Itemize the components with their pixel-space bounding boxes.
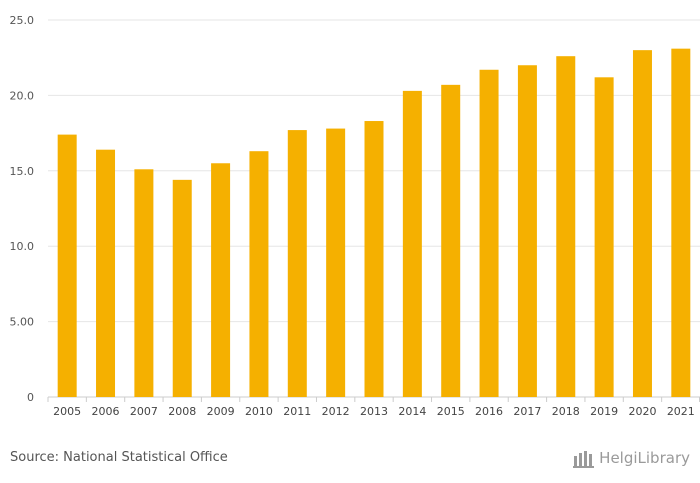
x-tick-label: 2008 — [168, 405, 196, 418]
y-tick-label: 20.0 — [10, 89, 35, 102]
x-tick-label: 2005 — [53, 405, 81, 418]
chart-area: 0 5.00 10.0 15.0 20.0 25.0 2005 2006 2007 2008 200… — [10, 14, 700, 418]
y-tick-label: 25.0 — [10, 14, 35, 27]
bar-2015[interactable] — [441, 84, 461, 398]
x-tick-label: 2013 — [360, 405, 388, 418]
bar-2017[interactable] — [517, 65, 537, 398]
logo-text: HelgiLibrary — [599, 449, 690, 467]
library-building-icon — [573, 451, 595, 468]
x-tick-label: 2014 — [398, 405, 426, 418]
x-tick-label: 2021 — [667, 405, 695, 418]
bar-2012[interactable] — [326, 128, 346, 398]
bar-2008[interactable] — [172, 179, 192, 397]
bar-2010[interactable] — [249, 151, 269, 397]
bar-2016[interactable] — [479, 69, 499, 397]
x-tick-label: 2017 — [513, 405, 541, 418]
x-tick-label: 2011 — [283, 405, 311, 418]
helgilibrary-logo[interactable]: HelgiLibrary — [573, 448, 690, 468]
bar-2009[interactable] — [211, 163, 231, 397]
x-tick-label: 2015 — [437, 405, 465, 418]
x-tick-label: 2007 — [130, 405, 158, 418]
footer: Source: National Statistical Office Helg… — [0, 445, 700, 483]
bar-2020[interactable] — [632, 50, 652, 397]
bar-2013[interactable] — [364, 121, 384, 397]
y-tick-label: 10.0 — [10, 240, 35, 253]
bar-2006[interactable] — [96, 149, 116, 397]
x-tick-label: 2010 — [245, 405, 273, 418]
bar-2014[interactable] — [402, 90, 422, 397]
source-note: Source: National Statistical Office — [10, 450, 228, 465]
bar-2019[interactable] — [594, 77, 614, 397]
bar-2011[interactable] — [287, 130, 307, 398]
y-tick-label: 15.0 — [10, 165, 35, 178]
y-tick-label: 5.00 — [10, 316, 35, 329]
bar-2018[interactable] — [556, 56, 576, 397]
x-tick-label: 2018 — [552, 405, 580, 418]
bar-2021[interactable] — [671, 48, 691, 397]
x-tick-label: 2009 — [207, 405, 235, 418]
x-tick-label: 2016 — [475, 405, 503, 418]
x-tick-label: 2020 — [628, 405, 656, 418]
x-tick-label: 2019 — [590, 405, 618, 418]
bar-chart: 0 5.00 10.0 15.0 20.0 25.0 2005 2006 2007 2008 200… — [10, 14, 700, 418]
bar-2007[interactable] — [134, 169, 154, 397]
bar-2005[interactable] — [57, 134, 77, 397]
y-tick-label: 0 — [27, 391, 34, 404]
x-tick-label: 2006 — [92, 405, 120, 418]
x-tick-label: 2012 — [322, 405, 350, 418]
